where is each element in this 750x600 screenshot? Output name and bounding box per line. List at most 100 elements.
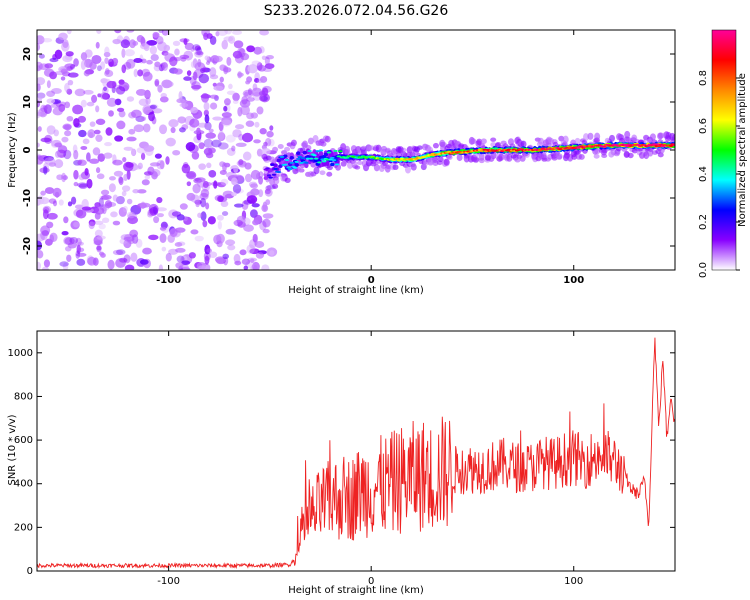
spectrogram-noise-cell	[91, 54, 102, 64]
spectrogram-halo-cell	[290, 139, 297, 147]
spectrogram-noise-cell	[233, 219, 243, 227]
spectrogram-noise-cell	[190, 229, 199, 235]
spectrogram-noise-cell	[170, 126, 176, 134]
spectrogram-noise-cell	[221, 116, 233, 126]
spectrogram-noise-cell	[237, 71, 242, 79]
spectrogram-noise-cell	[196, 46, 202, 55]
spectrogram-noise-cell	[112, 159, 123, 166]
spectrogram-halo-cell	[410, 163, 417, 171]
spectrogram-noise-cell	[221, 119, 232, 127]
spectrogram-noise-cell	[185, 142, 196, 152]
spectrogram-track-cell	[278, 164, 283, 168]
spectrogram-halo-cell	[446, 155, 453, 160]
spectrogram-halo-cell	[360, 145, 367, 150]
spectrogram-noise-cell	[186, 171, 197, 180]
spectrogram-noise-cell	[196, 127, 201, 135]
spectrogram-halo-cell	[384, 147, 391, 153]
spectrogram-noise-cell	[256, 148, 263, 157]
spectrogram-noise-cell	[235, 124, 245, 130]
spectrogram-noise-cell	[232, 50, 243, 59]
spectrogram-track-cell	[331, 159, 337, 162]
spectrogram-track-cell	[268, 176, 273, 179]
spectrogram-noise-cell	[123, 61, 132, 70]
spectrogram-noise-cell	[76, 258, 86, 266]
spectrogram-noise-cell	[52, 107, 63, 116]
spectrogram-noise-cell	[44, 187, 55, 194]
spectrogram-noise-cell	[67, 79, 74, 86]
spectrogram-noise-cell	[139, 202, 151, 208]
spectrogram-noise-cell	[239, 99, 251, 108]
spectrogram-halo-cell	[480, 138, 487, 145]
spectrogram-noise-cell	[258, 91, 266, 96]
spectrogram-halo-cell	[551, 156, 558, 161]
spectrogram-noise-cell	[200, 211, 207, 221]
spectrogram-noise-cell	[150, 168, 161, 177]
spectrogram-noise-cell	[114, 30, 122, 34]
spectrogram-track-cell	[263, 176, 269, 180]
spectrogram-noise-cell	[241, 258, 251, 265]
spectrogram-noise-cell	[186, 181, 192, 187]
spectrogram-noise-cell	[96, 30, 102, 34]
spectrogram-track-cell	[313, 157, 319, 160]
spectrogram-track-cell	[266, 174, 272, 177]
x-tick-label: 0	[368, 576, 374, 587]
spectrogram-noise-cell	[64, 82, 70, 93]
snr-x-axis-label: Height of straight line (km)	[288, 585, 424, 596]
spectrogram-noise-cell	[101, 194, 112, 200]
spectrogram-track-cell	[317, 161, 322, 164]
spectrogram-noise-cell	[129, 229, 139, 238]
spectrogram-noise-cell	[231, 145, 236, 152]
spectrogram-noise-cell	[252, 261, 260, 270]
spectrogram-noise-cell	[145, 97, 151, 105]
spectrogram-noise-cell	[73, 117, 80, 128]
spectrogram-noise-cell	[102, 217, 110, 224]
spectrogram-noise-cell	[205, 132, 216, 139]
spectrogram-noise-cell	[149, 104, 157, 109]
spectrogram-noise-cell	[46, 221, 54, 229]
spectrogram-noise-cell	[86, 178, 93, 189]
spectrogram-noise-cell	[100, 92, 109, 100]
spectrogram-noise-cell	[104, 200, 113, 209]
spectrogram-noise-cell	[38, 53, 45, 59]
spectrogram-noise-cell	[118, 207, 127, 217]
spectrogram-noise-cell	[254, 77, 260, 83]
spectrogram-noise-cell	[159, 124, 168, 135]
spectrogram-noise-cell	[96, 173, 105, 180]
snr-line	[37, 337, 675, 570]
spectrogram-noise-cell	[243, 224, 254, 232]
spectrogram-noise-cell	[135, 88, 147, 96]
spectrogram-halo-cell	[432, 142, 439, 149]
spectrogram-noise-cell	[130, 252, 138, 262]
spectrogram-noise-cell	[132, 188, 140, 194]
spectrogram-noise-cell	[192, 71, 198, 81]
spectrogram-track-cell	[300, 157, 306, 160]
spectrogram-halo-cell	[397, 146, 404, 154]
spectrogram-noise-cell	[122, 156, 127, 163]
spectrogram-signal-track	[261, 130, 675, 195]
spectrogram-noise-cell	[232, 129, 242, 138]
spectrogram-noise-cell	[67, 72, 79, 78]
spectrogram-noise-cell	[63, 236, 73, 245]
spectrogram-noise-cell	[37, 195, 45, 205]
spectrogram-noise-cell	[143, 171, 153, 176]
spectrogram-noise-cell	[66, 88, 73, 95]
spectrogram-noise-cell	[100, 252, 106, 258]
spectrogram-halo-cell	[495, 141, 502, 147]
spectrogram-noise-cell	[48, 198, 57, 204]
spectrogram-noise-cell	[269, 250, 275, 256]
spectrogram-noise-cell	[204, 114, 210, 124]
spectrogram-track-cell	[330, 162, 335, 167]
spectrogram-noise-cell	[96, 245, 102, 251]
spectrogram-halo-cell	[669, 132, 675, 141]
spectrogram-noise-cell	[198, 163, 206, 170]
spectrogram-noise-cell	[178, 90, 183, 101]
spectrogram-track-cell	[309, 157, 314, 160]
colorbar-tick-label: 0.0	[698, 262, 709, 278]
spectrogram-noise-cell	[211, 139, 222, 148]
spectrogram-noise-cell	[40, 104, 47, 113]
spectrogram-noise-cell	[46, 80, 51, 89]
spectrogram-noise-cell	[141, 116, 147, 122]
spectrogram-noise-cell	[76, 244, 81, 255]
spectrogram-noise-cell	[250, 169, 261, 180]
spectrogram-noise-cell	[40, 137, 52, 143]
